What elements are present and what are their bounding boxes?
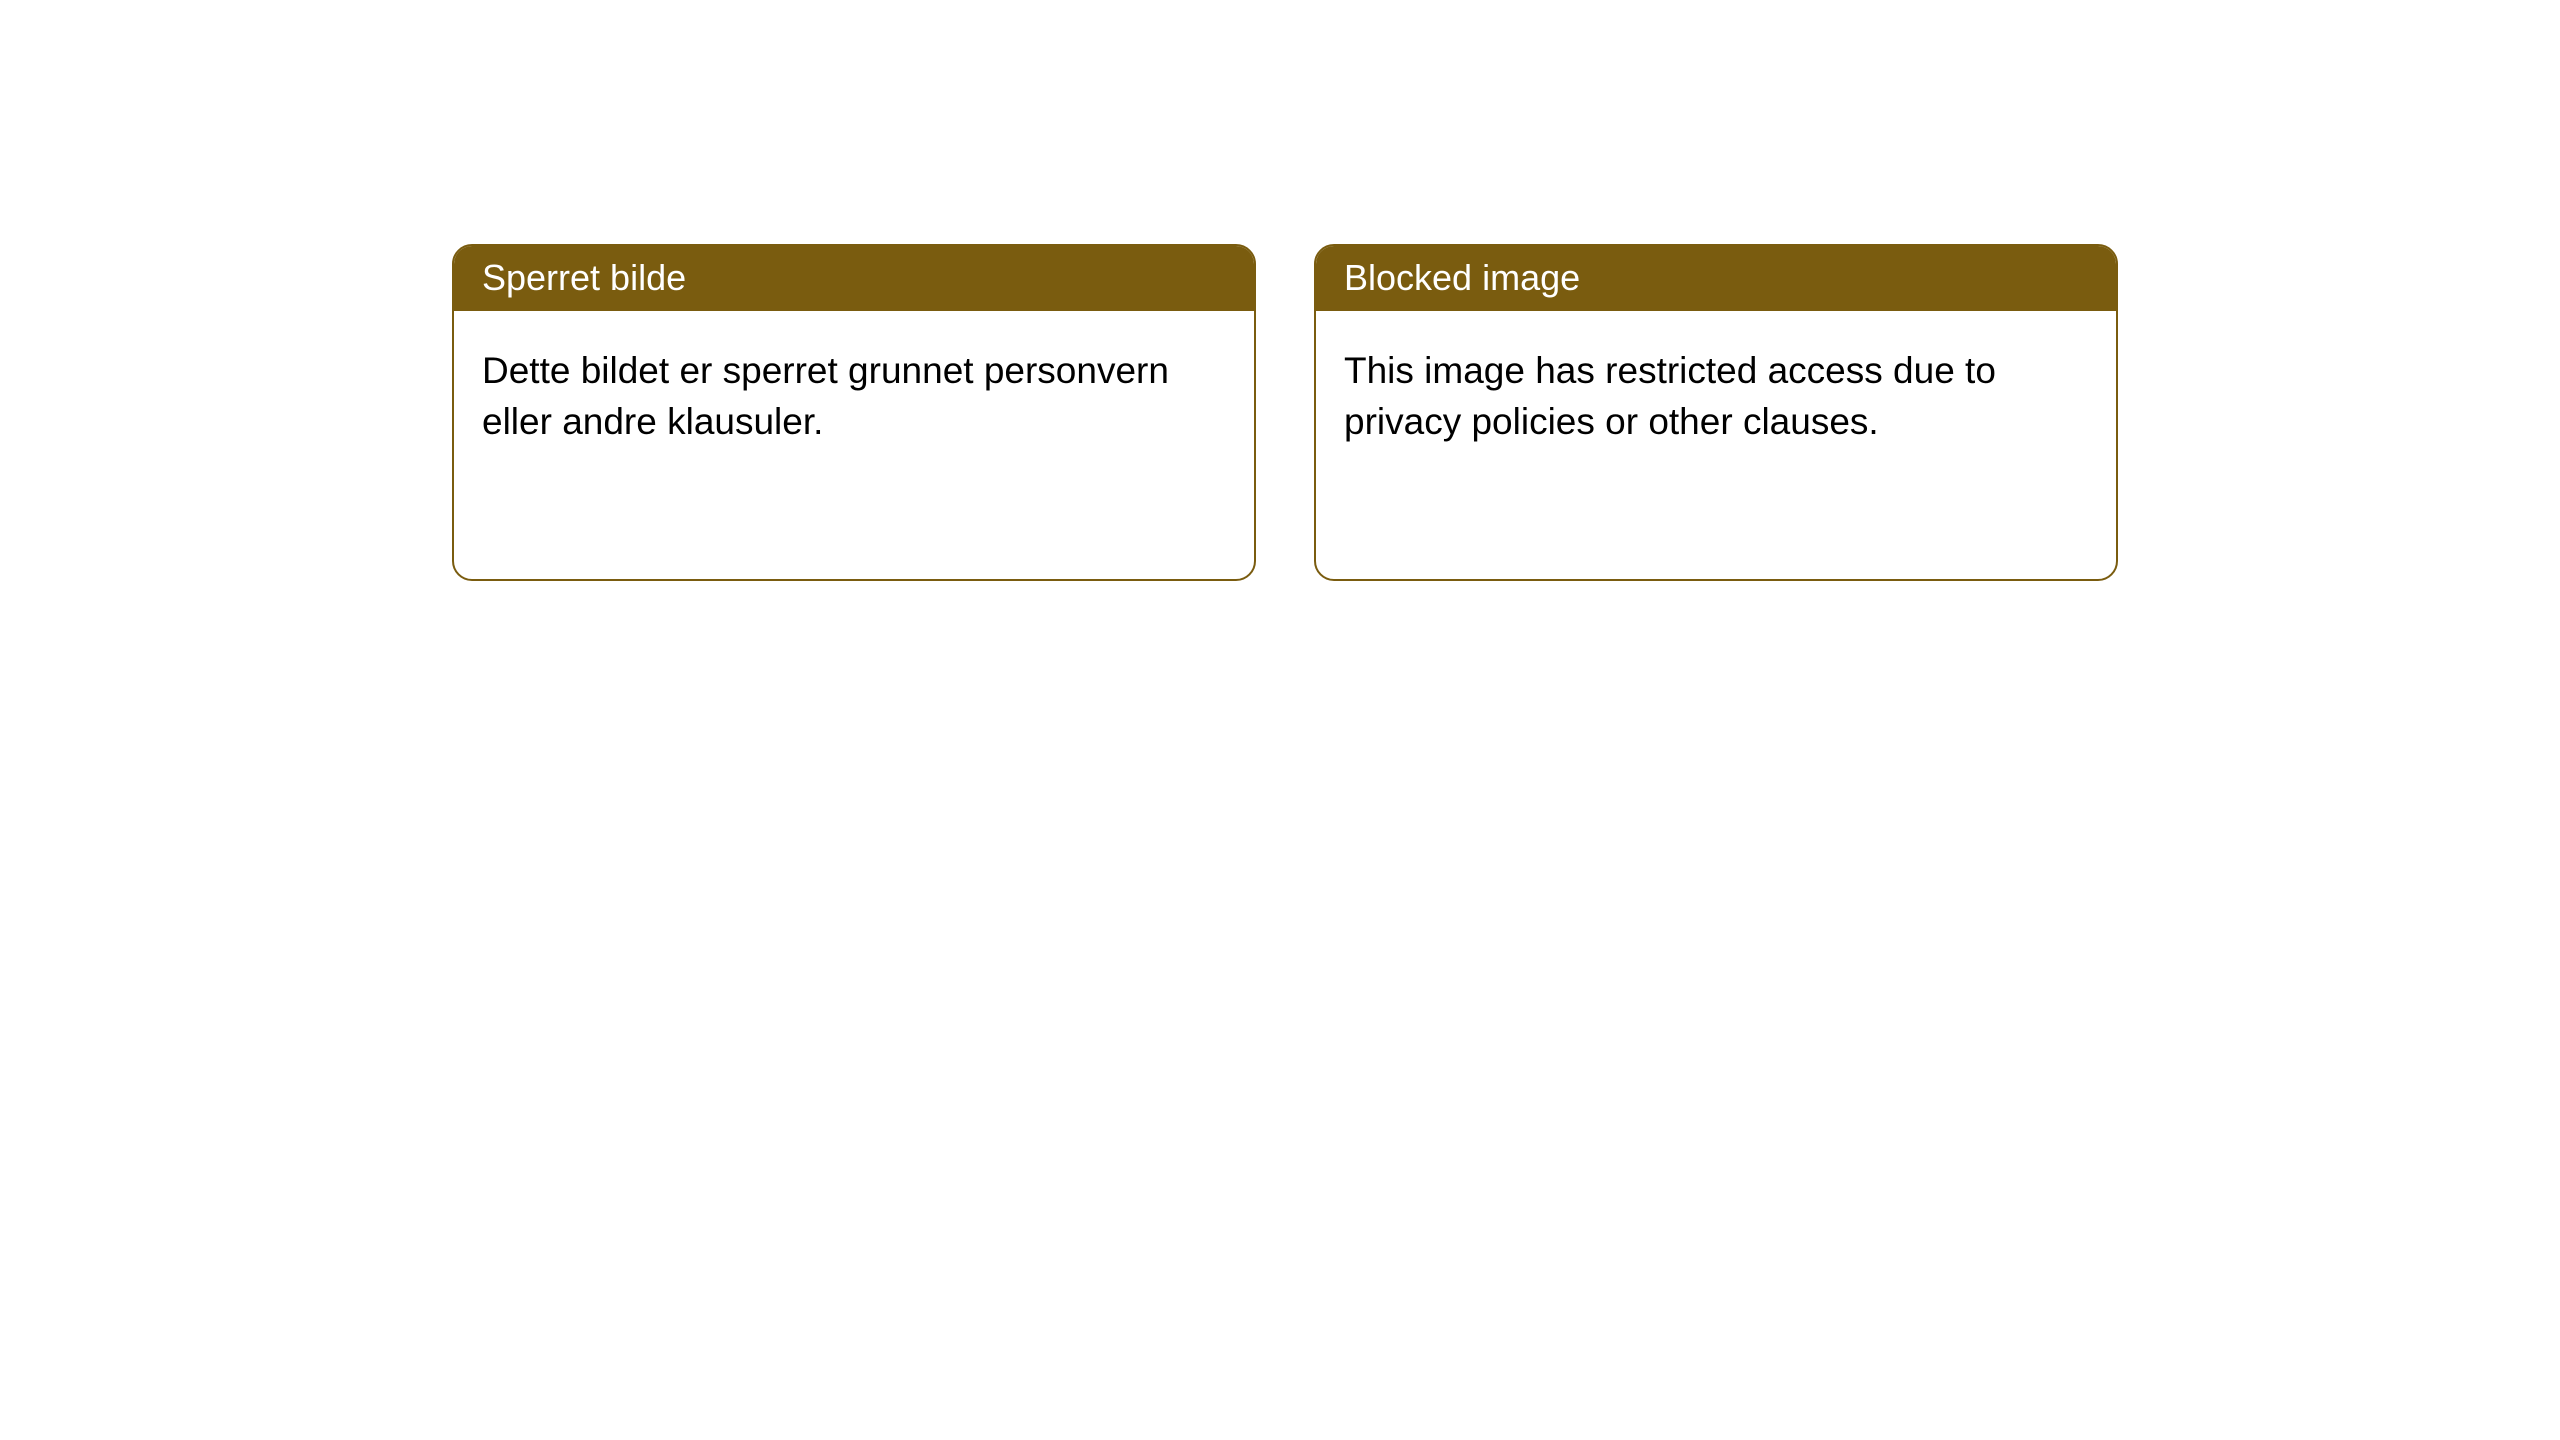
notice-card-body: Dette bildet er sperret grunnet personve… (454, 311, 1254, 481)
notice-card-title: Sperret bilde (482, 257, 686, 298)
notice-card-body-text: Dette bildet er sperret grunnet personve… (482, 350, 1169, 442)
notice-card-english: Blocked image This image has restricted … (1314, 244, 2118, 581)
notice-container: Sperret bilde Dette bildet er sperret gr… (0, 0, 2560, 581)
notice-card-title: Blocked image (1344, 257, 1580, 298)
notice-card-norwegian: Sperret bilde Dette bildet er sperret gr… (452, 244, 1256, 581)
notice-card-body: This image has restricted access due to … (1316, 311, 2116, 481)
notice-card-body-text: This image has restricted access due to … (1344, 350, 1996, 442)
notice-card-header: Blocked image (1316, 246, 2116, 311)
notice-card-header: Sperret bilde (454, 246, 1254, 311)
